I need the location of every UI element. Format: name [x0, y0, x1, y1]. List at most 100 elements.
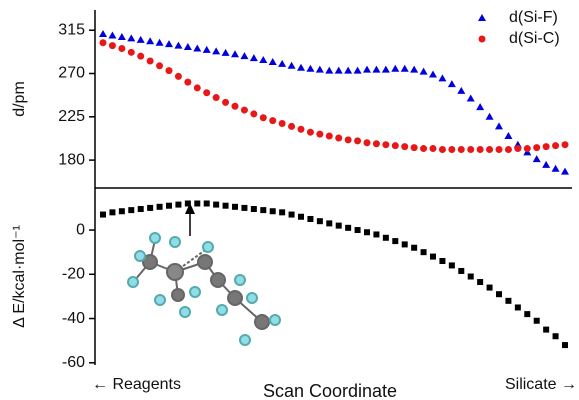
marker-triangle — [552, 165, 560, 172]
marker-circle — [401, 143, 408, 150]
marker-triangle — [372, 66, 380, 73]
marker-circle — [439, 146, 446, 153]
marker-square — [364, 229, 370, 235]
marker-square — [496, 291, 502, 297]
marker-square — [279, 209, 285, 215]
marker-circle — [260, 114, 267, 121]
marker-triangle — [335, 67, 343, 74]
marker-square — [411, 245, 417, 251]
marker-square — [194, 200, 200, 206]
marker-square — [185, 200, 191, 206]
marker-triangle — [156, 39, 164, 46]
marker-circle — [505, 146, 512, 153]
marker-circle — [241, 107, 248, 114]
y-tick-label: -40 — [62, 310, 85, 327]
marker-square — [128, 207, 134, 213]
marker-circle — [524, 145, 531, 152]
marker-circle — [100, 39, 107, 46]
marker-square — [336, 223, 342, 229]
marker-circle — [175, 73, 182, 80]
marker-triangle — [118, 33, 126, 40]
marker-square — [383, 235, 389, 241]
marker-triangle — [410, 66, 418, 73]
marker-triangle — [278, 60, 286, 67]
marker-square — [430, 254, 436, 260]
marker-square — [421, 249, 427, 255]
marker-triangle — [240, 52, 248, 59]
marker-triangle — [297, 64, 305, 71]
marker-square — [166, 203, 172, 209]
marker-triangle — [306, 65, 314, 72]
marker-triangle — [250, 54, 258, 61]
marker-triangle — [438, 74, 446, 81]
legend-label: d(Si-C) — [509, 30, 560, 47]
marker-square — [449, 262, 455, 268]
marker-square — [138, 206, 144, 212]
y-axis-label: d/pm — [11, 81, 28, 117]
marker-circle — [430, 145, 437, 152]
chart: ← Reagents Scan Coordinate Silicate → 18… — [0, 0, 579, 400]
y-tick-label: 270 — [58, 65, 85, 82]
marker-square — [157, 204, 163, 210]
marker-triangle — [429, 70, 437, 77]
marker-triangle — [193, 44, 201, 51]
marker-square — [487, 285, 493, 291]
marker-circle — [345, 136, 352, 143]
marker-circle — [562, 141, 569, 148]
marker-square — [553, 333, 559, 339]
marker-circle — [326, 133, 333, 140]
marker-square — [468, 274, 474, 280]
marker-square — [270, 208, 276, 214]
marker-square — [317, 218, 323, 224]
marker-circle — [222, 99, 229, 106]
marker-triangle — [325, 67, 333, 74]
marker-circle — [552, 142, 559, 149]
marker-circle — [420, 145, 427, 152]
marker-triangle — [316, 66, 324, 73]
marker-triangle — [495, 122, 503, 129]
marker-square — [307, 216, 313, 222]
right-note: Silicate → — [505, 376, 577, 393]
marker-square — [251, 206, 257, 212]
marker-triangle — [259, 56, 267, 63]
y-tick-label: 225 — [58, 108, 85, 125]
marker-square — [223, 203, 229, 209]
marker-circle — [448, 146, 455, 153]
marker-square — [109, 209, 115, 215]
marker-circle — [354, 137, 361, 144]
marker-triangle — [391, 65, 399, 72]
marker-circle — [109, 42, 116, 49]
marker-square — [119, 208, 125, 214]
y-tick-label: -20 — [62, 266, 85, 283]
marker-square — [326, 220, 332, 226]
marker-square — [355, 227, 361, 233]
marker-circle — [533, 144, 540, 151]
marker-circle — [288, 123, 295, 130]
marker-circle — [411, 144, 418, 151]
marker-circle — [203, 89, 210, 96]
x-axis-label: Scan Coordinate — [263, 381, 397, 400]
marker-square — [260, 207, 266, 213]
legend-label: d(Si-F) — [509, 9, 558, 26]
marker-circle — [467, 146, 474, 153]
marker-circle — [392, 142, 399, 149]
marker-triangle — [174, 42, 182, 49]
marker-square — [515, 304, 521, 310]
marker-circle — [364, 139, 371, 146]
marker-circle — [335, 134, 342, 141]
marker-circle — [194, 84, 201, 91]
marker-square — [392, 238, 398, 244]
marker-circle — [147, 57, 154, 64]
marker-triangle — [231, 50, 239, 57]
marker-triangle — [288, 62, 296, 69]
marker-square — [204, 200, 210, 206]
marker-circle — [477, 146, 484, 153]
y-tick-label: -60 — [62, 354, 85, 371]
molecule-illustration — [128, 233, 280, 345]
marker-square — [147, 205, 153, 211]
marker-circle — [298, 126, 305, 133]
marker-triangle — [184, 43, 192, 50]
marker-circle — [279, 120, 286, 127]
marker-triangle — [420, 68, 428, 75]
marker-triangle — [344, 67, 352, 74]
